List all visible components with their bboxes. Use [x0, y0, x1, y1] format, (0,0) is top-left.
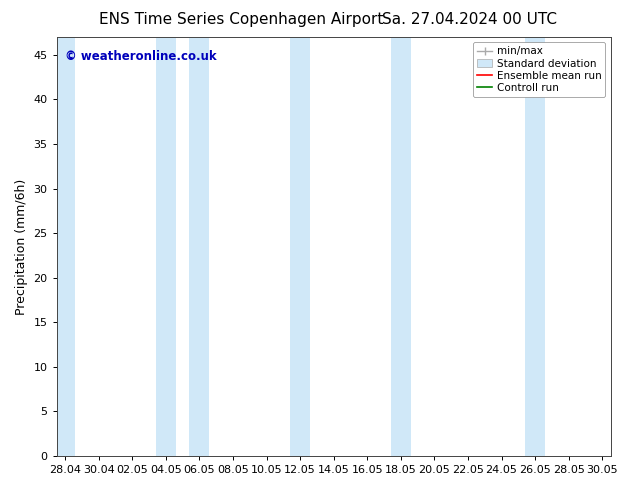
Text: © weatheronline.co.uk: © weatheronline.co.uk — [65, 49, 217, 63]
Bar — [525, 37, 545, 456]
Y-axis label: Precipitation (mm/6h): Precipitation (mm/6h) — [15, 178, 28, 315]
Bar — [290, 37, 310, 456]
Text: ENS Time Series Copenhagen Airport: ENS Time Series Copenhagen Airport — [99, 12, 383, 27]
Legend: min/max, Standard deviation, Ensemble mean run, Controll run: min/max, Standard deviation, Ensemble me… — [472, 42, 605, 97]
Bar — [391, 37, 411, 456]
Text: Sa. 27.04.2024 00 UTC: Sa. 27.04.2024 00 UTC — [382, 12, 557, 27]
Bar — [156, 37, 176, 456]
Bar — [55, 37, 75, 456]
Bar — [190, 37, 209, 456]
